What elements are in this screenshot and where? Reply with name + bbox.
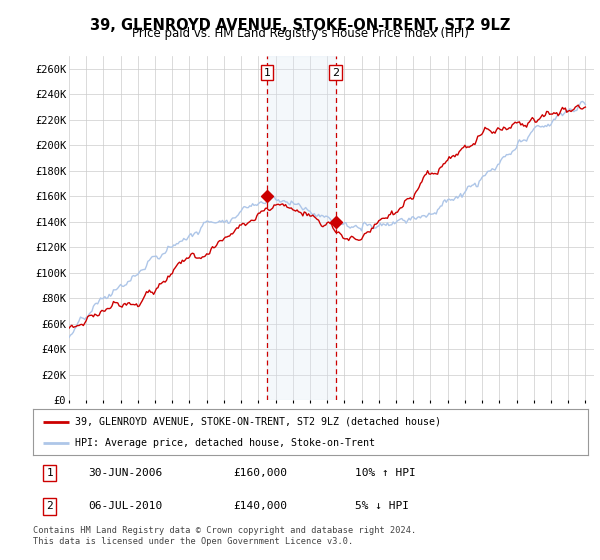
Text: £140,000: £140,000: [233, 501, 287, 511]
Text: £160,000: £160,000: [233, 468, 287, 478]
Text: 2: 2: [332, 68, 340, 78]
Text: Contains HM Land Registry data © Crown copyright and database right 2024.
This d: Contains HM Land Registry data © Crown c…: [33, 526, 416, 546]
Text: 5% ↓ HPI: 5% ↓ HPI: [355, 501, 409, 511]
Text: Price paid vs. HM Land Registry's House Price Index (HPI): Price paid vs. HM Land Registry's House …: [131, 27, 469, 40]
Text: 30-JUN-2006: 30-JUN-2006: [89, 468, 163, 478]
Text: HPI: Average price, detached house, Stoke-on-Trent: HPI: Average price, detached house, Stok…: [74, 438, 374, 448]
Text: 1: 1: [263, 68, 271, 78]
Text: 06-JUL-2010: 06-JUL-2010: [89, 501, 163, 511]
Text: 39, GLENROYD AVENUE, STOKE-ON-TRENT, ST2 9LZ: 39, GLENROYD AVENUE, STOKE-ON-TRENT, ST2…: [90, 18, 510, 33]
Text: 39, GLENROYD AVENUE, STOKE-ON-TRENT, ST2 9LZ (detached house): 39, GLENROYD AVENUE, STOKE-ON-TRENT, ST2…: [74, 417, 440, 427]
Text: 10% ↑ HPI: 10% ↑ HPI: [355, 468, 416, 478]
Text: 2: 2: [46, 501, 53, 511]
Bar: [267, 56, 336, 400]
Text: 1: 1: [46, 468, 53, 478]
